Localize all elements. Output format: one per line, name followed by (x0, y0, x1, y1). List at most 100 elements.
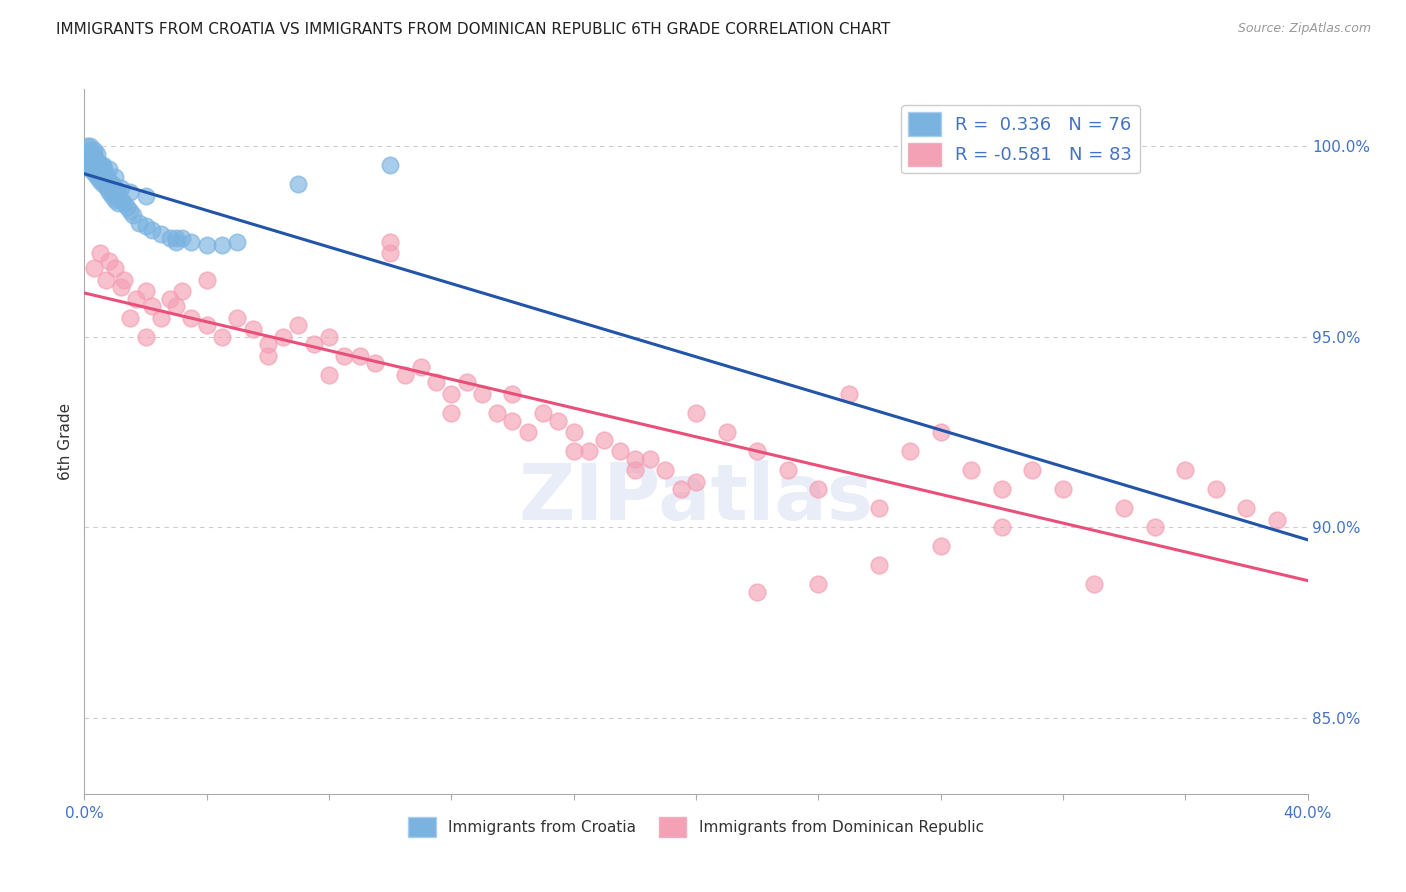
Point (83, 166, 105, 180)
Point (716, 425, 738, 439)
Point (101, 189, 124, 203)
Point (110, 181, 132, 195)
Point (440, 406, 463, 420)
Point (86, 154, 108, 169)
Point (333, 349, 356, 363)
Point (80, 147, 103, 161)
Point (101, 178, 124, 192)
Point (80, 158, 103, 172)
Point (86, 147, 108, 161)
Point (172, 231, 194, 245)
Point (84, 162, 107, 177)
Point (364, 356, 387, 370)
Point (685, 475, 707, 489)
Point (84, 162, 107, 177)
Point (83, 154, 105, 169)
Point (869, 501, 891, 516)
Point (135, 330, 157, 344)
Point (380, 235, 402, 249)
Point (654, 463, 676, 477)
Point (318, 368, 340, 382)
Point (456, 376, 478, 390)
Point (141, 223, 163, 237)
Point (107, 185, 129, 199)
Point (120, 204, 142, 219)
Point (122, 208, 145, 222)
Point (83, 147, 105, 161)
Text: IMMIGRANTS FROM CROATIA VS IMMIGRANTS FROM DOMINICAN REPUBLIC 6TH GRADE CORRELAT: IMMIGRANTS FROM CROATIA VS IMMIGRANTS FR… (56, 22, 890, 37)
Point (869, 558, 891, 573)
Point (110, 193, 132, 207)
Point (91, 158, 114, 172)
Point (1021, 463, 1043, 477)
Point (77, 143, 100, 157)
Point (104, 261, 127, 276)
Point (226, 235, 249, 249)
Point (125, 292, 148, 306)
Point (93, 173, 115, 187)
Point (502, 387, 524, 401)
Point (79, 162, 101, 177)
Legend: Immigrants from Croatia, Immigrants from Dominican Republic: Immigrants from Croatia, Immigrants from… (402, 811, 990, 843)
Point (807, 482, 830, 496)
Point (128, 215, 150, 229)
Point (807, 577, 830, 591)
Point (135, 189, 157, 203)
Point (960, 463, 983, 477)
Point (77, 158, 100, 172)
Point (84, 151, 107, 165)
Point (90, 158, 112, 172)
Point (96, 181, 118, 195)
Point (624, 451, 647, 466)
Point (929, 539, 952, 553)
Point (440, 387, 463, 401)
Point (97, 185, 120, 199)
Point (516, 425, 538, 439)
Point (97, 162, 120, 177)
Point (287, 178, 309, 192)
Point (103, 185, 125, 199)
Point (112, 196, 135, 211)
Point (104, 193, 127, 207)
Point (1236, 501, 1258, 516)
Point (120, 185, 142, 199)
Point (96, 169, 118, 184)
Point (94, 273, 117, 287)
Point (94, 169, 117, 184)
Point (685, 406, 707, 420)
Point (624, 463, 647, 477)
Point (318, 330, 340, 344)
Point (242, 322, 264, 336)
Point (76, 147, 98, 161)
Point (76, 139, 98, 153)
Point (898, 444, 921, 458)
Point (120, 310, 142, 325)
Point (1174, 463, 1197, 477)
Point (211, 238, 233, 252)
Point (471, 387, 494, 401)
Point (86, 158, 108, 172)
Point (86, 169, 108, 184)
Point (609, 444, 631, 458)
Point (991, 520, 1014, 534)
Point (349, 349, 371, 363)
Y-axis label: 6th Grade: 6th Grade (58, 403, 73, 480)
Point (1083, 577, 1105, 591)
Point (1114, 501, 1136, 516)
Point (409, 360, 432, 375)
Point (107, 196, 129, 211)
Point (531, 406, 554, 420)
Point (669, 482, 692, 496)
Point (135, 219, 157, 234)
Text: Source: ZipAtlas.com: Source: ZipAtlas.com (1237, 22, 1371, 36)
Point (165, 231, 187, 245)
Point (112, 273, 135, 287)
Point (94, 169, 117, 184)
Point (302, 337, 325, 351)
Point (257, 349, 280, 363)
Point (141, 299, 163, 313)
Point (195, 273, 218, 287)
Point (89, 173, 111, 187)
Point (287, 318, 309, 333)
Point (486, 406, 509, 420)
